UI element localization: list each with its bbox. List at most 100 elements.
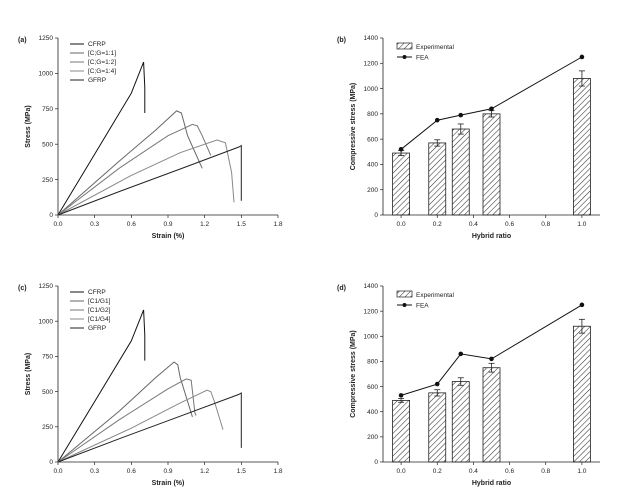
legend-label: CFRP (88, 41, 106, 48)
y-tick-label: 0 (374, 459, 378, 466)
legend-label: FEA (416, 55, 429, 62)
legend-swatch (402, 55, 407, 59)
x-tick-label: 0.8 (541, 221, 550, 228)
legend-label: [C;G=1:2] (88, 59, 116, 66)
panel-label: (b) (337, 37, 346, 44)
y-tick-label: 0 (49, 459, 53, 466)
x-axis-label: Hybrid ratio (472, 233, 511, 240)
fea-point (398, 146, 404, 152)
bar (451, 128, 470, 216)
bar (573, 78, 591, 216)
legend-label: FEA (416, 303, 429, 310)
fea-point (434, 381, 440, 387)
y-tick-label: 1000 (39, 318, 54, 325)
x-tick-label: 0.0 (397, 468, 406, 475)
bar (482, 367, 501, 463)
series-line (57, 123, 212, 216)
bar (392, 152, 410, 216)
fea-point (489, 356, 494, 362)
x-tick-label: 1.5 (237, 468, 246, 475)
legend-label: [C1/G1] (88, 298, 111, 305)
series-line (57, 110, 203, 216)
x-axis-label: Strain (%) (152, 480, 185, 487)
y-axis-label: Stress (MPa) (25, 353, 32, 395)
legend-swatch (402, 303, 407, 307)
series-line (57, 309, 146, 463)
y-tick-label: 0 (49, 212, 53, 219)
panel-label: (a) (18, 37, 27, 44)
bar (428, 392, 447, 463)
bar (451, 381, 470, 463)
series-line (57, 139, 235, 216)
fea-point (489, 106, 494, 112)
legend-label: [C1/G4] (88, 316, 111, 323)
legend-label: GFRP (88, 77, 106, 84)
y-tick-label: 1000 (39, 71, 54, 78)
x-tick-label: 0.3 (90, 221, 99, 228)
x-tick-label: 0.9 (163, 468, 172, 475)
panel-label: (c) (18, 285, 27, 292)
x-tick-label: 1.2 (200, 468, 209, 475)
x-tick-label: 0.6 (127, 468, 136, 475)
panel-c-stress-strain: (c) 0.0 0.3 0.6 0.9 1.2 1.5 1.8 0 250 500 750 1000 12… (18, 283, 283, 487)
legend-swatch (396, 42, 413, 50)
legend-label: Experimental (416, 292, 454, 299)
x-tick-label: 0.3 (90, 468, 99, 475)
y-tick-label: 500 (42, 141, 53, 148)
panel-b-compressive-stress: (b) 0.0 0.2 0.4 0.6 0.8 1.0 0 200 400 600 800 1000 12… (337, 35, 600, 240)
y-tick-label: 1000 (364, 333, 379, 340)
bar (573, 325, 591, 463)
bar (428, 142, 447, 216)
legend-label: Experimental (416, 44, 454, 51)
y-tick-label: 600 (367, 136, 378, 143)
y-tick-label: 400 (367, 162, 378, 169)
x-tick-label: 1.8 (273, 468, 282, 475)
y-tick-label: 1400 (364, 283, 379, 290)
y-tick-label: 500 (42, 389, 53, 396)
y-axis-label: Compressive stress (MPa) (350, 83, 357, 171)
x-tick-label: 1.8 (273, 221, 282, 228)
series-line (57, 389, 224, 463)
x-tick-label: 0.4 (469, 468, 478, 475)
x-tick-label: 1.2 (200, 221, 209, 228)
series-line (57, 144, 242, 216)
y-tick-label: 750 (42, 106, 53, 113)
y-tick-label: 600 (367, 384, 378, 391)
y-tick-label: 1200 (364, 308, 379, 315)
x-tick-label: 0.6 (505, 468, 514, 475)
y-tick-label: 400 (367, 409, 378, 416)
x-axis-label: Strain (%) (152, 233, 185, 240)
y-tick-label: 800 (367, 359, 378, 366)
x-tick-label: 0.0 (53, 468, 62, 475)
fea-point (458, 112, 464, 118)
y-tick-label: 250 (42, 177, 53, 184)
bar (392, 399, 410, 463)
x-tick-label: 1.0 (577, 468, 586, 475)
x-tick-label: 0.4 (469, 221, 478, 228)
series-line (57, 378, 197, 463)
y-axis-label: Stress (MPa) (25, 105, 32, 147)
x-tick-label: 0.6 (505, 221, 514, 228)
y-tick-label: 0 (374, 212, 378, 219)
y-tick-label: 1000 (364, 86, 379, 93)
x-axis-label: Hybrid ratio (472, 480, 511, 487)
y-tick-label: 750 (42, 354, 53, 361)
legend-label: [C;G=1:1] (88, 50, 116, 57)
panel-label: (d) (337, 285, 346, 292)
fea-point (398, 393, 404, 398)
x-tick-label: 0.2 (433, 221, 442, 228)
panel-d-compressive-stress: (d) 0.0 0.2 0.4 0.6 0.8 1.0 0 200 400 600 800 1000 12… (337, 283, 600, 487)
y-tick-label: 1400 (364, 35, 379, 42)
y-tick-label: 200 (367, 187, 378, 194)
y-tick-label: 200 (367, 434, 378, 441)
x-tick-label: 0.0 (397, 221, 406, 228)
legend-label: CFRP (88, 289, 106, 296)
x-tick-label: 0.0 (53, 221, 62, 228)
fea-point (579, 302, 585, 308)
panel-a-stress-strain: (a) 0.0 0.3 0.6 0.9 1.2 1.5 1.8 0 250 500 750 1000 12… (18, 35, 283, 240)
fea-point (434, 117, 440, 123)
x-tick-label: 0.6 (127, 221, 136, 228)
legend-label: GFRP (88, 325, 106, 332)
fea-point (458, 351, 464, 357)
x-tick-label: 1.0 (577, 221, 586, 228)
